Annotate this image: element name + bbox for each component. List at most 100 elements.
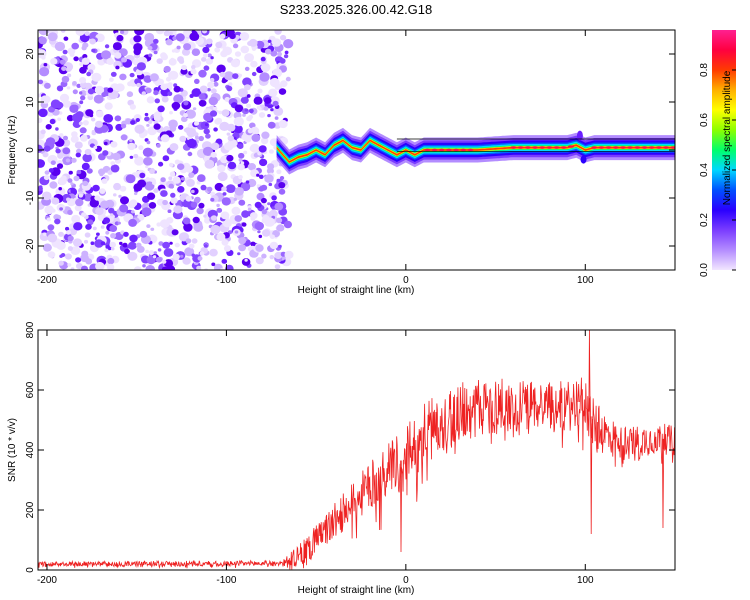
noise-speckle — [237, 252, 241, 256]
noise-speckle — [241, 210, 250, 218]
ridge-peak — [605, 146, 612, 149]
noise-speckle — [159, 219, 170, 229]
noise-speckle — [168, 176, 173, 180]
noise-speckle — [209, 110, 218, 117]
x-tick-label: 0 — [403, 275, 409, 286]
noise-speckle — [182, 217, 191, 225]
noise-speckle — [117, 221, 121, 225]
noise-speckle — [144, 181, 155, 191]
noise-speckle — [177, 186, 185, 193]
x-tick-label: 100 — [577, 575, 594, 586]
noise-speckle — [70, 135, 79, 143]
noise-speckle — [278, 88, 287, 95]
noise-speckle — [50, 160, 56, 165]
noise-speckle — [276, 224, 285, 232]
noise-speckle — [219, 121, 230, 131]
noise-speckle — [68, 170, 73, 175]
noise-speckle — [167, 91, 173, 96]
noise-speckle — [242, 77, 252, 87]
noise-speckle — [152, 181, 157, 185]
noise-speckle — [274, 116, 279, 120]
noise-speckle — [160, 53, 168, 61]
noise-speckle — [244, 136, 252, 143]
noise-speckle — [283, 220, 292, 229]
noise-speckle — [57, 117, 61, 121]
noise-speckle — [216, 232, 226, 242]
noise-speckle — [271, 206, 276, 210]
noise-speckle — [123, 231, 129, 237]
noise-speckle — [92, 226, 97, 231]
noise-speckle — [89, 113, 94, 118]
noise-speckle — [103, 217, 111, 224]
noise-speckle — [257, 88, 263, 94]
noise-speckle — [174, 242, 180, 248]
noise-speckle — [134, 156, 145, 166]
noise-speckle — [115, 123, 123, 131]
noise-speckle — [240, 161, 245, 165]
noise-speckle — [153, 90, 159, 96]
noise-speckle — [86, 71, 92, 77]
noise-speckle — [207, 81, 215, 89]
noise-speckle — [55, 148, 61, 154]
noise-speckle — [173, 205, 183, 214]
noise-speckle — [203, 128, 210, 135]
noise-speckle — [93, 94, 104, 104]
noise-speckle — [185, 238, 192, 244]
noise-speckle — [152, 255, 157, 259]
noise-speckle — [278, 188, 286, 195]
noise-speckle — [191, 48, 201, 56]
noise-speckle — [81, 57, 90, 65]
noise-speckle — [251, 46, 257, 51]
noise-speckle — [186, 178, 195, 187]
noise-speckle — [85, 223, 92, 230]
noise-speckle — [267, 163, 275, 170]
noise-speckle — [222, 192, 227, 196]
noise-speckle — [192, 107, 197, 111]
noise-speckle — [57, 177, 67, 186]
noise-speckle — [274, 264, 281, 270]
noise-speckle — [143, 157, 153, 166]
noise-speckle — [278, 182, 286, 189]
noise-speckle — [42, 243, 52, 252]
noise-speckle — [148, 250, 155, 256]
noise-speckle — [234, 230, 239, 234]
noise-speckle — [48, 168, 54, 173]
noise-speckle — [284, 50, 289, 55]
noise-speckle — [234, 187, 244, 196]
noise-speckle — [187, 151, 193, 157]
noise-speckle — [47, 233, 58, 243]
noise-speckle — [238, 73, 243, 78]
noise-speckle — [259, 158, 268, 167]
noise-speckle — [58, 260, 64, 266]
noise-speckle — [80, 134, 88, 142]
noise-speckle — [162, 259, 167, 264]
ridge-peak — [539, 146, 546, 149]
noise-speckle — [119, 241, 123, 245]
noise-speckle — [145, 177, 151, 182]
noise-speckle — [38, 186, 43, 192]
noise-speckle — [67, 209, 73, 215]
noise-speckle — [87, 219, 94, 226]
noise-speckle — [237, 143, 244, 149]
noise-speckle — [128, 218, 138, 227]
noise-speckle — [180, 68, 188, 75]
noise-speckle — [261, 253, 267, 259]
noise-speckle — [48, 106, 55, 113]
noise-speckle — [269, 255, 275, 260]
noise-speckle — [46, 217, 51, 222]
noise-speckle — [197, 256, 203, 261]
noise-speckle — [134, 266, 142, 270]
noise-speckle — [113, 182, 122, 191]
noise-speckle — [70, 182, 74, 186]
noise-speckle — [96, 232, 100, 236]
noise-speckle — [209, 248, 218, 257]
noise-speckle — [247, 163, 256, 171]
noise-speckle — [75, 198, 84, 207]
noise-speckle — [42, 152, 49, 158]
noise-speckle — [75, 30, 85, 36]
noise-speckle — [268, 182, 273, 187]
noise-speckle — [94, 195, 101, 201]
noise-speckle — [206, 38, 213, 45]
noise-speckle — [269, 234, 275, 240]
noise-speckle — [241, 258, 251, 266]
